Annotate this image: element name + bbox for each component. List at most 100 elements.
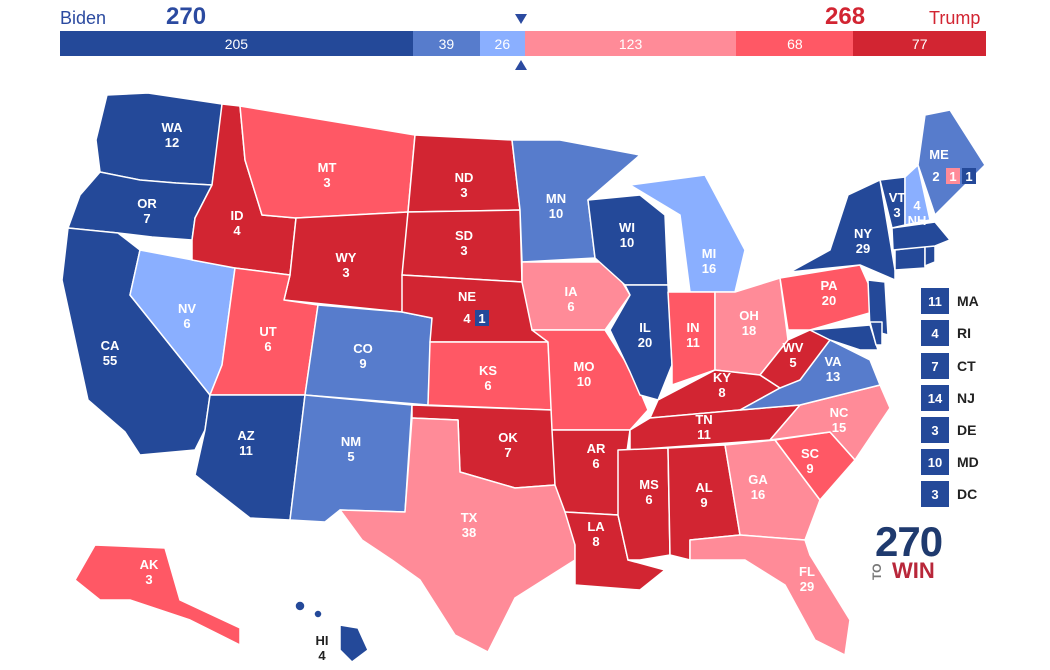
state-label-VT: VT 3 [889,190,906,220]
state-label-SD: SD 3 [455,228,473,258]
state-label-WA: WA 12 [162,120,184,150]
state-label-NE: NE 4 [458,289,476,326]
state-PA[interactable] [779,264,881,331]
state-label-CA: CA 55 [101,338,120,368]
small-state-MA[interactable]: 11 MA [921,288,979,314]
tally-header: Biden 270 268 Trump 205 39 26 123 68 77 [0,0,1050,80]
logo-number: 270 [875,518,943,565]
small-state-ev-box[interactable]: 3 [921,417,949,443]
state-MS[interactable] [617,447,671,561]
state-label-NC: NC 15 [830,405,849,435]
state-GA[interactable] [724,439,821,541]
state-label-IL: IL 20 [638,320,652,350]
state-FL[interactable] [689,534,851,656]
logo-to: TO [870,563,884,580]
state-label-CO: CO 9 [353,341,373,371]
state-label-UT: UT 6 [259,324,276,354]
state-label-AR: AR 6 [587,441,606,471]
state-label-MO: MO 10 [574,359,595,389]
small-state-abbr: RI [957,325,971,341]
state-DE[interactable] [869,321,883,346]
threshold-marker-bottom-icon [515,60,527,70]
state-label-AZ: AZ 11 [237,428,254,458]
state-label-ND: ND 3 [455,170,474,200]
ne-district-label: 1 [478,311,485,326]
state-label-NY: NY 29 [854,226,872,256]
state-HI[interactable] [339,624,369,663]
ne-district-box[interactable] [475,310,489,326]
state-label-MI: MI 16 [702,246,716,276]
state-label-NV: NV 6 [178,301,196,331]
bar-segment-likely-rep[interactable]: 68 [736,31,854,56]
state-MA[interactable] [891,221,951,251]
bar-segment-likely-dem[interactable]: 39 [412,31,480,56]
small-state-ev-box[interactable]: 7 [921,353,949,379]
small-state-ev-box[interactable]: 10 [921,449,949,475]
small-state-CT[interactable]: 7 CT [921,353,976,379]
state-label-LA: LA 8 [587,519,605,549]
state-label-NM: NM 5 [341,434,361,464]
small-state-DC[interactable]: 3 DC [921,481,977,507]
state-label-GA: GA 16 [748,472,768,502]
state-TX[interactable] [339,417,576,653]
state-IN[interactable] [667,291,716,386]
state-label-OK: OK 7 [498,430,518,460]
small-state-MD[interactable]: 10 MD [921,449,979,475]
state-label-IN: IN 11 [686,320,700,350]
state-label-FL: FL 29 [799,564,815,594]
small-state-ev-box[interactable]: 3 [921,481,949,507]
small-state-RI[interactable]: 4 RI [921,320,971,346]
state-label-OH: OH 18 [739,308,759,338]
state-AK[interactable] [74,544,241,646]
state-label-MS: MS 6 [639,477,659,507]
state-label-TX: TX 38 [461,510,478,540]
me-cd1-label: 1 [949,169,956,184]
state-label-PA: PA 20 [820,278,838,308]
state-RI[interactable] [924,245,936,267]
state-HI-island [294,600,306,612]
small-state-abbr: MA [957,293,979,309]
small-state-NJ[interactable]: 14 NJ [921,385,975,411]
small-state-ev-box[interactable]: 11 [921,288,949,314]
small-state-abbr: MD [957,454,979,470]
small-state-ev-box[interactable]: 4 [921,320,949,346]
us-map: 1 1 1 WA 12 OR 7 CA 55 NV 6 ID 4 MT 3 WY 3 UT 6 … [61,92,986,663]
state-MD[interactable] [809,324,879,351]
state-NH[interactable] [904,164,931,226]
state-label-ME: ME [929,147,949,162]
small-state-abbr: CT [957,358,976,374]
me-cd1-box[interactable] [946,168,960,184]
rep-candidate-name: Trump [929,8,981,28]
state-label-NH: 4 NH [908,198,927,228]
state-label-KS: KS 6 [479,363,497,393]
bar-segment-lean-dem[interactable]: 26 [479,31,525,56]
state-label-ME-ev: 2 [932,169,939,184]
state-WA[interactable] [95,92,223,186]
state-label-AL: AL 9 [695,480,712,510]
state-ME[interactable] [917,109,986,216]
state-label-WY: WY 3 [336,250,357,280]
state-label-HI: HI 4 [316,633,329,663]
bar-segment-lean-rep[interactable]: 123 [524,31,737,56]
bar-segment-safe-dem[interactable]: 205 [60,31,413,56]
bar-segment-safe-rep[interactable]: 77 [853,31,986,56]
state-label-WV: WV 5 [783,340,804,370]
state-label-VA: VA 13 [824,354,842,384]
small-state-abbr: DC [957,486,978,502]
state-labels: WA 12 OR 7 CA 55 NV 6 ID 4 MT 3 WY 3 UT 6 AZ 11 C… [101,120,949,663]
me-cd2-box[interactable] [962,168,976,184]
state-label-MN: MN 10 [546,191,566,221]
state-NY[interactable] [789,179,896,281]
state-label-SC: SC 9 [801,446,820,476]
state-MO[interactable] [531,329,649,431]
state-WY[interactable] [283,211,409,313]
small-state-DE[interactable]: 3 DE [921,417,976,443]
state-HI-island [313,609,323,619]
dem-candidate-name: Biden [60,8,107,28]
me-cd2-label: 1 [965,169,972,184]
small-state-abbr: DE [957,422,977,438]
small-state-ev-box[interactable]: 14 [921,385,949,411]
state-label-OR: OR 7 [137,196,157,226]
270towin-logo[interactable]: 270 TO WIN [870,518,950,583]
state-label-KY: KY 8 [713,370,731,400]
